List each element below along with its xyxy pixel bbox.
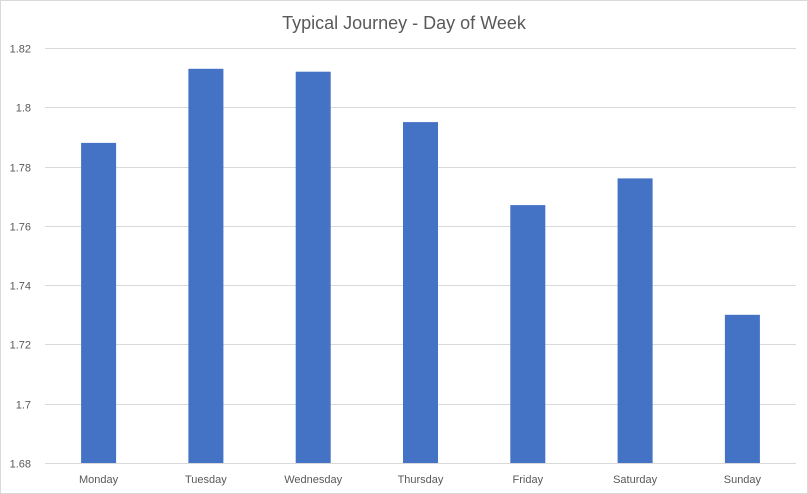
x-tick-label: Monday <box>79 474 119 486</box>
bar-sunday <box>724 314 760 463</box>
y-tick-label: 1.82 <box>10 44 31 56</box>
x-tick-label: Wednesday <box>284 474 342 486</box>
x-tick-label: Thursday <box>398 474 444 486</box>
y-tick-label: 1.7 <box>16 400 31 412</box>
bar-tuesday <box>188 68 224 464</box>
y-axis-ticks: 1.68 1.7 1.72 1.74 1.76 1.78 1.8 1.82 <box>10 44 31 471</box>
bar-friday <box>510 205 546 463</box>
y-tick-label: 1.68 <box>10 459 31 471</box>
x-tick-label: Friday <box>513 474 544 486</box>
y-tick-label: 1.74 <box>10 281 31 293</box>
bar-thursday <box>403 122 438 463</box>
y-tick-label: 1.72 <box>10 340 31 352</box>
chart-title: Typical Journey - Day of Week <box>282 13 527 33</box>
bar-saturday <box>617 178 653 463</box>
bar-monday <box>81 142 117 463</box>
bar-wednesday <box>295 71 331 463</box>
bars <box>81 68 760 464</box>
y-tick-label: 1.78 <box>10 163 31 175</box>
x-axis-ticks: Monday Tuesday Wednesday Thursday Friday Satu… <box>79 474 762 486</box>
x-tick-label: Sunday <box>724 474 762 486</box>
x-tick-label: Tuesday <box>185 474 227 486</box>
y-tick-label: 1.8 <box>16 103 31 115</box>
x-tick-label: Saturday <box>613 474 658 486</box>
y-tick-label: 1.76 <box>10 222 31 234</box>
